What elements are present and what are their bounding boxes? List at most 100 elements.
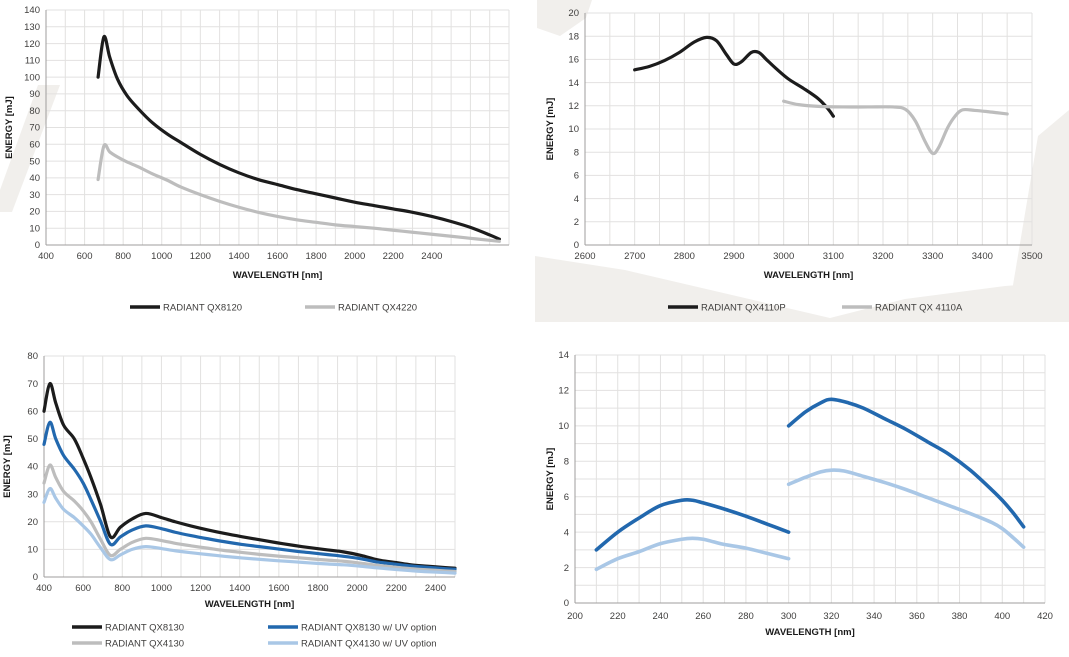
chart-canvas: 0 2 4 6 8 10 12 14 16 18 20 2600 2700 2800 2900 3000 310… — [545, 8, 1043, 313]
svg-text:14: 14 — [568, 78, 579, 89]
svg-text:40: 40 — [29, 173, 40, 184]
svg-text:0: 0 — [574, 240, 579, 251]
svg-text:0: 0 — [564, 598, 569, 609]
svg-text:130: 130 — [24, 22, 40, 33]
svg-text:2200: 2200 — [386, 583, 407, 594]
legend: RADIANT QX4110P RADIANT QX 4110A — [668, 302, 963, 313]
svg-text:4: 4 — [564, 527, 569, 538]
svg-text:50: 50 — [29, 156, 40, 167]
svg-text:260: 260 — [695, 611, 711, 622]
legend-label: RADIANT QX8120 — [163, 302, 242, 313]
svg-text:2800: 2800 — [674, 251, 695, 262]
chart-energy-qx8130-family: 0 10 20 30 40 50 60 70 80 400 600 800 1000 1200 1400 16… — [0, 330, 535, 652]
svg-text:420: 420 — [1037, 611, 1053, 622]
series-line — [42, 463, 457, 574]
svg-text:110: 110 — [25, 56, 40, 67]
svg-text:0: 0 — [35, 240, 40, 251]
y-axis-title: ENERGY [mJ] — [4, 96, 15, 159]
svg-text:2700: 2700 — [624, 251, 645, 262]
svg-text:10: 10 — [27, 545, 38, 556]
svg-text:80: 80 — [29, 106, 40, 117]
svg-text:100: 100 — [24, 72, 40, 83]
svg-text:1600: 1600 — [268, 583, 289, 594]
chart-canvas: 0 10 20 30 40 50 60 70 80 90 100 110 120 130 140 400 600… — [4, 5, 510, 313]
svg-text:3000: 3000 — [773, 251, 794, 262]
svg-text:1200: 1200 — [190, 251, 211, 262]
svg-text:320: 320 — [823, 611, 839, 622]
svg-text:20: 20 — [29, 207, 40, 218]
svg-text:3500: 3500 — [1021, 251, 1042, 262]
svg-text:3100: 3100 — [823, 251, 844, 262]
svg-text:360: 360 — [909, 611, 925, 622]
x-axis-tick-labels: 400 600 800 1000 1200 1400 1600 1800 2000 2200 240… — [38, 251, 442, 262]
series-line — [633, 35, 835, 118]
svg-text:30: 30 — [29, 190, 40, 201]
x-axis-tick-labels: 2600 2700 2800 2900 3000 3100 3200 3300 3400 3500 — [574, 251, 1042, 262]
svg-text:14: 14 — [558, 350, 569, 361]
svg-text:140: 140 — [24, 5, 40, 16]
svg-text:12: 12 — [558, 386, 569, 397]
legend: RADIANT QX8120 RADIANT QX4220 — [130, 302, 417, 313]
svg-text:600: 600 — [77, 251, 93, 262]
watermark-shape — [1012, 110, 1069, 291]
watermark-shape — [537, 0, 592, 36]
legend: RADIANT QX8130 RADIANT QX8130 w/ UV optio… — [72, 622, 437, 649]
svg-text:12: 12 — [568, 101, 579, 112]
x-axis-tick-labels: 400 600 800 1000 1200 1400 1600 1800 2000 2200 240… — [36, 583, 446, 594]
x-axis-title: WAVELENGTH [nm] — [205, 599, 295, 610]
y-axis-tick-labels: 0 2 4 6 8 10 12 14 — [558, 350, 569, 609]
svg-text:800: 800 — [115, 251, 131, 262]
series-line — [42, 420, 457, 571]
svg-text:2900: 2900 — [723, 251, 744, 262]
svg-text:1600: 1600 — [267, 251, 288, 262]
legend-label: RADIANT QX8130 — [105, 622, 184, 633]
y-axis-title: ENERGY [mJ] — [545, 98, 556, 161]
svg-text:60: 60 — [29, 139, 40, 150]
svg-text:1400: 1400 — [229, 583, 250, 594]
svg-text:3400: 3400 — [972, 251, 993, 262]
svg-text:3300: 3300 — [922, 251, 943, 262]
svg-text:10: 10 — [29, 223, 40, 234]
svg-text:16: 16 — [568, 55, 579, 66]
axes — [584, 13, 1032, 246]
watermark-shape — [0, 85, 60, 212]
svg-text:1800: 1800 — [307, 583, 328, 594]
svg-text:2400: 2400 — [425, 583, 446, 594]
svg-text:280: 280 — [738, 611, 754, 622]
series-line — [782, 99, 1009, 156]
svg-text:40: 40 — [27, 462, 38, 473]
svg-text:120: 120 — [24, 39, 40, 50]
chart-energy-uv-range: 0 2 4 6 8 10 12 14 200 220 240 260 280 300 320 340 360 38… — [535, 330, 1069, 652]
svg-text:2: 2 — [564, 563, 569, 574]
svg-text:50: 50 — [27, 434, 38, 445]
svg-text:90: 90 — [29, 89, 40, 100]
x-axis-title: WAVELENGTH [nm] — [765, 627, 855, 638]
svg-text:0: 0 — [33, 572, 38, 583]
axes — [43, 356, 455, 578]
svg-text:220: 220 — [610, 611, 626, 622]
svg-text:400: 400 — [38, 251, 54, 262]
svg-text:200: 200 — [567, 611, 583, 622]
legend-label: RADIANT QX8130 w/ UV option — [301, 622, 437, 633]
svg-text:8: 8 — [574, 147, 579, 158]
series-line — [594, 497, 791, 552]
svg-text:400: 400 — [36, 583, 52, 594]
y-axis-tick-labels: 0 10 20 30 40 50 60 70 80 — [27, 351, 38, 583]
svg-text:1200: 1200 — [190, 583, 211, 594]
series-lines — [594, 397, 1026, 572]
svg-text:1000: 1000 — [151, 583, 172, 594]
svg-text:2000: 2000 — [347, 583, 368, 594]
svg-text:60: 60 — [27, 406, 38, 417]
axes — [45, 10, 509, 246]
svg-text:80: 80 — [27, 351, 38, 362]
x-axis-title: WAVELENGTH [nm] — [764, 270, 854, 281]
series-line — [594, 536, 791, 572]
x-axis-title: WAVELENGTH [nm] — [233, 270, 323, 281]
chart-canvas: 0 2 4 6 8 10 12 14 200 220 240 260 280 300 320 340 360 38… — [545, 350, 1053, 638]
series-lines — [42, 382, 457, 575]
series-line — [96, 143, 501, 243]
series-lines — [633, 35, 1009, 156]
svg-text:3200: 3200 — [872, 251, 893, 262]
x-axis-tick-labels: 200 220 240 260 280 300 320 340 360 380 400 420 — [567, 611, 1053, 622]
legend-label: RADIANT QX4110P — [701, 302, 786, 313]
